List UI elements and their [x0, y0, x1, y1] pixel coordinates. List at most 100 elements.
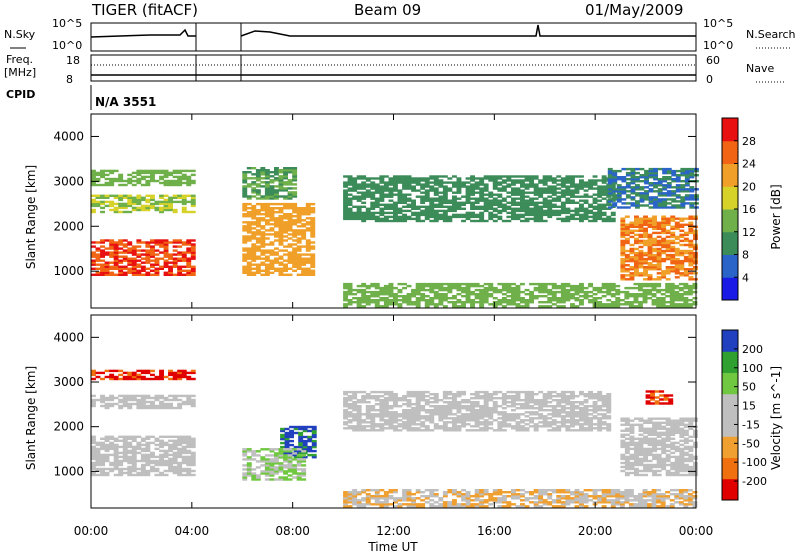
heatmap-cell — [620, 257, 626, 261]
heatmap-cell — [674, 303, 680, 306]
heatmap-cell — [565, 284, 571, 288]
heatmap-cell — [172, 194, 178, 197]
heatmap-cell — [136, 179, 142, 183]
heatmap-cell — [547, 207, 553, 210]
heatmap-cell — [127, 271, 133, 274]
heatmap-cell — [483, 411, 489, 414]
heatmap-cell — [665, 221, 671, 224]
heatmap-cell — [307, 453, 313, 457]
heatmap-cell — [533, 219, 539, 223]
heatmap-cell — [607, 198, 613, 201]
heatmap-cell — [607, 188, 613, 191]
heatmap-cell — [190, 179, 196, 183]
heatmap-cell — [109, 261, 115, 264]
heatmap-cell — [168, 443, 173, 447]
heatmap-cell — [470, 407, 475, 410]
heatmap-cell — [95, 183, 101, 187]
heatmap-cell — [122, 443, 128, 447]
heatmap-cell — [652, 219, 657, 222]
heatmap-cell — [647, 255, 653, 259]
heatmap-cell — [269, 229, 275, 232]
heatmap-cell — [670, 241, 676, 245]
heatmap-cell — [461, 305, 466, 308]
heatmap-cell — [186, 241, 192, 244]
heatmap-cell — [687, 305, 693, 308]
heatmap-cell — [383, 397, 389, 400]
heatmap-cell — [506, 175, 512, 178]
heatmap-cell — [547, 390, 553, 394]
heatmap-cell — [429, 177, 435, 180]
heatmap-cell — [456, 427, 462, 430]
heatmap-cell — [624, 270, 630, 273]
heatmap-cell — [402, 205, 407, 208]
heatmap-cell — [246, 273, 252, 276]
heatmap-cell — [456, 181, 462, 184]
heatmap-cell — [470, 403, 475, 406]
heatmap-cell — [154, 271, 160, 274]
heatmap-cell — [483, 299, 489, 302]
heatmap-cell — [95, 467, 101, 471]
heatmap-cell — [264, 243, 270, 246]
heatmap-cell — [168, 257, 173, 260]
heatmap-cell — [415, 219, 421, 223]
heatmap-cell — [172, 447, 178, 451]
heatmap-cell — [620, 276, 626, 279]
heatmap-cell — [145, 255, 151, 258]
heatmap-cell — [172, 253, 178, 256]
heatmap-cell — [630, 174, 636, 177]
heatmap-cell — [547, 425, 553, 428]
heatmap-cell — [131, 202, 137, 206]
heatmap-cell — [109, 267, 115, 270]
heatmap-cell — [538, 207, 544, 210]
heatmap-cell — [190, 198, 196, 202]
heatmap-cell — [606, 219, 612, 223]
heatmap-cell — [310, 229, 316, 232]
heatmap-cell — [406, 419, 412, 422]
heatmap-cell — [374, 395, 380, 398]
heatmap-cell — [497, 193, 503, 196]
heatmap-cell — [529, 293, 534, 296]
heatmap-cell — [529, 201, 534, 204]
heatmap-cell — [433, 305, 439, 308]
heatmap-cell — [420, 395, 426, 398]
heatmap-cell — [662, 202, 668, 205]
heatmap-cell — [113, 369, 119, 373]
heatmap-cell — [246, 448, 252, 451]
heatmap-cell — [679, 266, 685, 269]
heatmap-cell — [520, 301, 525, 304]
heatmap-cell — [674, 270, 680, 273]
heatmap-cell — [356, 191, 362, 194]
heatmap-cell — [379, 193, 385, 196]
heatmap-cell — [629, 221, 635, 224]
heatmap-cell — [292, 195, 298, 198]
heatmap-cell — [420, 209, 426, 213]
heatmap-cell — [118, 400, 124, 404]
heatmap-cell — [246, 211, 252, 214]
heatmap-cell — [634, 253, 639, 257]
heatmap-cell — [601, 397, 607, 400]
heatmap-cell — [570, 293, 575, 296]
heatmap-cell — [131, 453, 137, 457]
heatmap-cell — [186, 398, 192, 402]
heatmap-cell — [393, 187, 398, 190]
heatmap-cell — [652, 225, 657, 228]
heatmap-cell — [447, 189, 453, 192]
heatmap-cell — [483, 397, 489, 400]
heatmap-cell — [140, 400, 146, 404]
heatmap-cell — [642, 299, 648, 302]
heatmap-cell — [692, 286, 698, 290]
heatmap-cell — [479, 429, 485, 432]
heatmap-cell — [560, 179, 566, 182]
heatmap-cell — [474, 405, 480, 408]
heatmap-cell — [634, 239, 639, 243]
heatmap-cell — [361, 499, 367, 502]
heatmap-cell — [560, 286, 566, 290]
heatmap-cell — [269, 187, 275, 190]
heatmap-cell — [551, 284, 557, 288]
heatmap-cell — [352, 390, 358, 394]
heatmap-cell — [670, 255, 676, 259]
heatmap-cell — [583, 193, 589, 196]
heatmap-cell — [242, 191, 248, 194]
heatmap-cell — [483, 297, 489, 300]
heatmap-cell — [643, 259, 648, 263]
